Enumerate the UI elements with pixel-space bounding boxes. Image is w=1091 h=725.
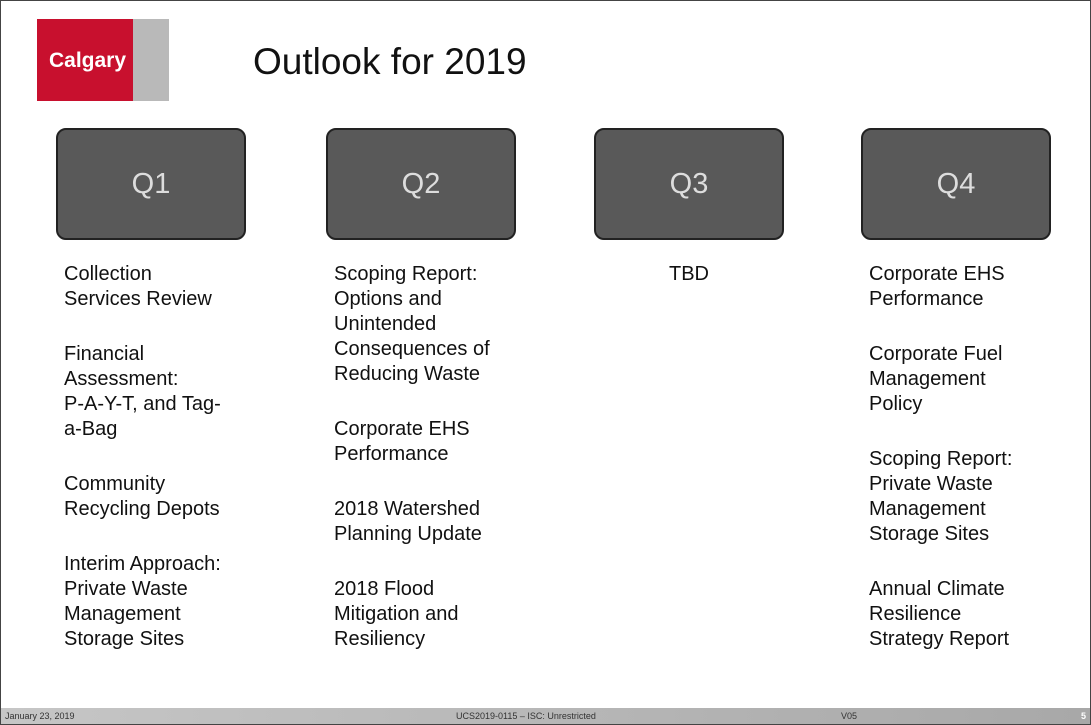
item-line: Interim Approach: [64,553,221,575]
item-line: Services Review [64,288,212,310]
item-line: Resilience [869,603,962,625]
item-line: Scoping Report: [869,448,1013,470]
item: TBD [594,262,784,287]
item-list: Collection Services Review Financial Assess… [64,262,266,652]
item: Corporate EHS Performance [334,417,536,467]
item: 2018 Watershed Planning Update [334,497,536,547]
item-line: Resiliency [334,628,426,650]
item: Corporate EHS Performance [869,262,1071,312]
logo-text: Calgary [49,49,127,72]
footer-version: V05 [841,711,858,721]
item: Scoping Report: Options and Unintended Cons… [334,262,536,387]
item-line: Options and [334,288,442,310]
item-line: Consequences of [334,338,490,360]
item-line: a-Bag [64,418,118,440]
item: 2018 Flood Mitigation and Resiliency [334,577,536,652]
item-line: P-A-Y-T, and Tag- [64,393,221,415]
item-line: Performance [869,288,984,310]
item-line: Reducing Waste [334,363,480,385]
item-line: Annual Climate [869,578,1005,600]
item-list: Corporate EHS Performance Corporate Fuel Ma… [869,262,1071,652]
item: Scoping Report: Private Waste Management St… [869,447,1071,547]
item-line: Financial [64,343,145,365]
item-line: Community [64,473,166,495]
item: Financial Assessment: P-A-Y-T, and Tag-a-B… [64,342,266,442]
item-line: Recycling Depots [64,498,220,520]
item-line: Assessment: [64,368,179,390]
footer-date: January 23, 2019 [5,711,75,721]
item: Corporate Fuel Management Policy [869,342,1071,417]
item-line: Management [64,603,181,625]
item-line: TBD [669,263,709,285]
item-line: Private Waste [869,473,993,495]
item-line: Unintended [334,313,437,335]
quarter-heading: Q2 [326,128,516,240]
quarter-column: Q1 Collection Services Review Financial Asse… [56,128,266,682]
quarter-column: Q2 Scoping Report: Options and Unintended Co… [326,128,536,682]
item-line: Corporate Fuel [869,343,1003,365]
item: Community Recycling Depots [64,472,266,522]
item-line: Policy [869,393,923,415]
item-line: Private Waste [64,578,188,600]
item-list: Scoping Report: Options and Unintended Cons… [334,262,536,652]
item-line: Storage Sites [869,523,990,545]
item-line: Scoping Report: [334,263,478,285]
item-line: Performance [334,443,449,465]
quarter-column: Q4 Corporate EHS Performance Corporate Fuel… [861,128,1071,682]
item-line: Management [869,368,986,390]
quarter-heading: Q3 [594,128,784,240]
footer-reference: UCS2019-0115 – ISC: Unrestricted [456,711,596,721]
quarter-column: Q3 TBD [594,128,804,317]
item: Collection Services Review [64,262,266,312]
item-line: Collection [64,263,152,285]
item-line: Strategy Report [869,628,1010,650]
item: Interim Approach: Private Waste Management… [64,552,266,652]
quarter-heading: Q1 [56,128,246,240]
item-line: Storage Sites [64,628,185,650]
item-line: Planning Update [334,523,482,545]
item-list: TBD [594,262,784,287]
item-line: 2018 Watershed [334,498,481,520]
item-line: Corporate EHS [334,418,470,440]
item-line: Mitigation and [334,603,459,625]
item-line: 2018 Flood [334,578,435,600]
crest [133,19,169,101]
footer-page: 5 [1081,711,1087,721]
item: Annual Climate Resilience Strategy Report [869,577,1071,652]
item-line: Management [869,498,986,520]
item-line: Corporate EHS [869,263,1005,285]
quarter-heading: Q4 [861,128,1051,240]
title: Outlook for 2019 [253,41,527,82]
footer: January 23, 2019 UCS2019-0115 – ISC: Unr… [1,708,1090,724]
